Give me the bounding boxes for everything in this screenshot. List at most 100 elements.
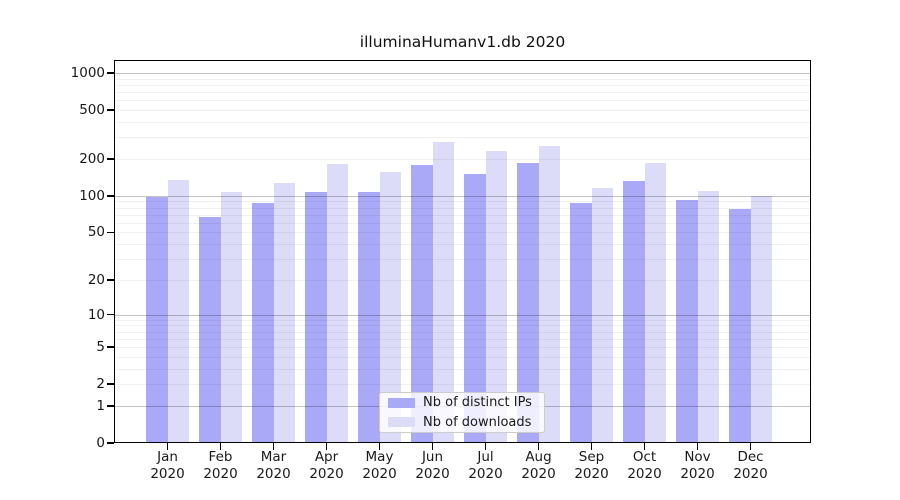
gridline-minor (114, 158, 811, 160)
x-tick-label: Dec 2020 (733, 449, 768, 482)
bar-jun-downloads (432, 141, 454, 443)
bar-dec-ips (729, 208, 751, 443)
x-tick-mark (484, 443, 487, 450)
y-tick-label: 1 (96, 397, 105, 414)
gridline-minor (114, 214, 811, 216)
gridline-minor (114, 384, 811, 386)
y-tick-mark (106, 158, 114, 160)
y-tick-label: 200 (79, 150, 105, 167)
legend-label-downloads: Nb of downloads (423, 414, 532, 430)
y-tick-mark (106, 231, 114, 234)
legend-item-distinct-ips: Nb of distinct IPs (380, 395, 544, 411)
gridline-minor (114, 347, 811, 349)
bar-apr-downloads (326, 164, 348, 443)
x-tick-mark (272, 443, 275, 450)
x-tick-mark (749, 443, 752, 450)
gridline-minor (114, 207, 811, 209)
gridline-minor (114, 110, 811, 112)
y-tick-label: 50 (87, 224, 105, 241)
gridline-minor (114, 84, 811, 86)
gridline-minor (114, 259, 811, 261)
y-tick-label: 20 (87, 271, 105, 288)
y-tick-label: 100 (79, 187, 105, 204)
bar-jun-ips (411, 165, 433, 443)
y-tick-mark (106, 313, 114, 316)
bar-feb-ips (199, 217, 221, 443)
y-tick-label: 10 (87, 306, 105, 323)
bar-dec-downloads (750, 195, 772, 443)
gridline-major (114, 314, 811, 316)
y-tick-mark (106, 279, 114, 281)
gridline-minor (114, 244, 811, 246)
x-tick-mark (643, 443, 646, 450)
x-tick-label: Oct 2020 (627, 449, 662, 482)
y-tick-mark (106, 109, 114, 111)
y-tick-label: 2 (96, 376, 105, 393)
bar-jul-ips (464, 173, 486, 443)
gridline-major (114, 73, 811, 74)
x-tick-label: Apr 2020 (309, 449, 344, 482)
bar-aug-ips (517, 163, 539, 443)
gridline-minor (114, 232, 811, 234)
y-tick-label: 5 (96, 339, 105, 356)
x-tick-mark (325, 443, 328, 450)
y-tick-mark (106, 195, 114, 197)
bar-feb-downloads (220, 192, 242, 443)
bar-nov-downloads (697, 190, 719, 443)
x-tick-mark (219, 443, 222, 450)
legend-label-ips: Nb of distinct IPs (423, 395, 532, 411)
bar-aug-downloads (538, 145, 560, 443)
y-tick-label: 500 (79, 102, 105, 119)
gridline-minor (114, 100, 811, 102)
y-tick-mark (106, 442, 114, 444)
x-tick-label: Jul 2020 (468, 449, 503, 482)
gridline-minor (114, 201, 811, 203)
bar-sep-ips (570, 203, 592, 443)
gridline-minor (114, 331, 811, 333)
x-tick-label: Nov 2020 (680, 449, 715, 482)
gridline-minor (114, 319, 811, 321)
gridline-minor (114, 222, 811, 224)
x-tick-mark (166, 443, 169, 450)
x-tick-mark (378, 443, 381, 450)
x-tick-mark (696, 443, 699, 450)
gridline-major (114, 195, 811, 197)
bar-jul-downloads (485, 150, 507, 443)
y-tick-mark (106, 346, 114, 348)
x-tick-label: Jan 2020 (150, 449, 185, 482)
chart-title: illuminaHumanv1.db 2020 (359, 33, 566, 51)
bar-may-downloads (379, 171, 401, 443)
gridline-minor (114, 356, 811, 358)
gridline-minor (114, 137, 811, 139)
gridline-minor (114, 78, 811, 80)
y-tick-mark (106, 405, 114, 407)
legend-swatch-ips (388, 397, 415, 408)
x-tick-label: Feb 2020 (203, 449, 238, 482)
x-tick-mark (590, 443, 593, 450)
y-tick-mark (106, 383, 114, 385)
bar-sep-downloads (591, 187, 613, 443)
gridline-minor (114, 325, 811, 327)
legend-swatch-downloads (388, 417, 415, 428)
y-tick-label: 1000 (70, 65, 105, 81)
bar-jan-downloads (167, 179, 189, 443)
x-tick-mark (537, 443, 540, 450)
bar-mar-ips (252, 203, 274, 443)
gridline-minor (114, 368, 811, 370)
x-tick-mark (431, 443, 434, 450)
bar-mar-downloads (273, 183, 295, 443)
gridline-minor (114, 279, 811, 281)
bar-oct-downloads (644, 162, 666, 443)
y-tick-mark (106, 72, 114, 74)
bar-jan-ips (146, 197, 168, 443)
x-tick-label: Jun 2020 (415, 449, 450, 482)
x-tick-label: Aug 2020 (521, 449, 556, 482)
y-tick-label: 0 (96, 435, 105, 451)
gridline-minor (114, 92, 811, 94)
x-tick-label: Sep 2020 (574, 449, 609, 482)
bar-nov-ips (676, 199, 698, 443)
legend: Nb of distinct IPs Nb of downloads (379, 392, 545, 433)
x-tick-label: Mar 2020 (256, 449, 291, 482)
x-tick-label: May 2020 (362, 449, 397, 482)
